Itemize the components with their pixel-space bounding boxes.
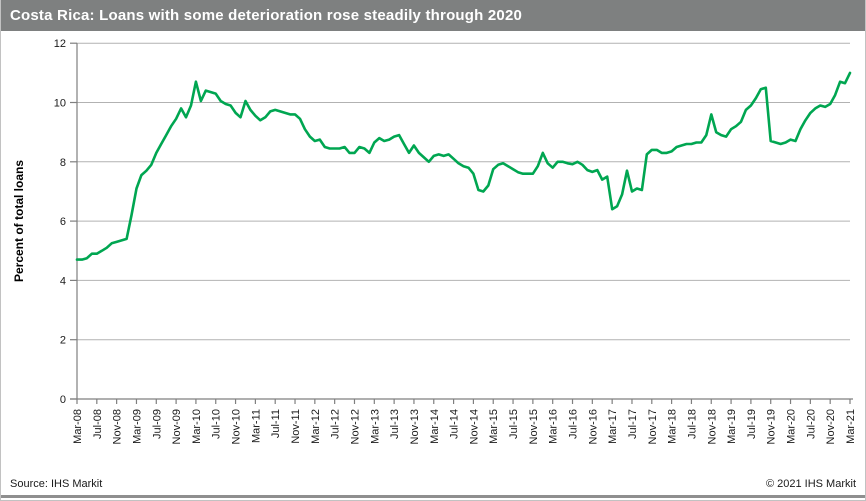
x-tick-label: Jul-15 <box>508 409 520 439</box>
chart-footer: Source: IHS Markit © 2021 IHS Markit <box>1 475 865 493</box>
x-tick-label: Nov-16 <box>587 409 599 444</box>
x-tick-label: Nov-08 <box>112 409 124 444</box>
x-tick-label: Mar-09 <box>131 409 143 444</box>
x-tick-label: Mar-12 <box>310 409 322 444</box>
x-tick-label: Jul-14 <box>449 409 461 439</box>
x-tick-label: Nov-19 <box>766 409 778 444</box>
x-tick-label: Nov-13 <box>409 409 421 444</box>
y-tick-label: 6 <box>60 216 66 228</box>
x-tick-label: Jul-20 <box>805 409 817 439</box>
y-axis-title: Percent of total loans <box>12 160 26 282</box>
x-tick-label: Jul-12 <box>330 409 342 439</box>
x-tick-label: Mar-20 <box>786 409 798 444</box>
x-tick-label: Mar-11 <box>250 409 262 443</box>
y-tick-label: 0 <box>60 394 66 406</box>
x-tick-label: Nov-12 <box>349 409 361 444</box>
x-tick-label: Mar-21 <box>845 409 857 444</box>
x-tick-label: Mar-16 <box>548 409 560 444</box>
x-tick-label: Mar-18 <box>667 409 679 444</box>
copyright-note: © 2021 IHS Markit <box>765 478 856 490</box>
x-tick-label: Jul-10 <box>211 409 223 439</box>
x-tick-label: Mar-19 <box>726 409 738 444</box>
source-note: Source: IHS Markit <box>10 478 103 490</box>
x-tick-label: Jul-08 <box>92 409 104 439</box>
x-tick-label: Jul-09 <box>151 409 163 439</box>
chart-title-bar: Costa Rica: Loans with some deterioratio… <box>1 0 865 31</box>
x-tick-label: Jul-17 <box>627 409 639 439</box>
x-tick-label: Mar-15 <box>488 409 500 444</box>
x-tick-label: Mar-17 <box>607 409 619 444</box>
x-tick-label: Nov-20 <box>825 409 837 444</box>
x-tick-label: Nov-14 <box>468 409 480 444</box>
x-tick-label: Jul-19 <box>746 409 758 439</box>
x-tick-label: Mar-10 <box>191 409 203 444</box>
x-tick-label: Jul-16 <box>568 409 580 439</box>
x-tick-label: Jul-18 <box>686 409 698 439</box>
y-tick-label: 2 <box>60 335 66 347</box>
y-tick-label: 12 <box>54 38 66 50</box>
x-tick-label: Mar-08 <box>72 409 84 444</box>
chart-title: Costa Rica: Loans with some deterioratio… <box>10 7 523 24</box>
x-tick-label: Jul-13 <box>389 409 401 439</box>
line-chart: Percent of total loans 0 2 4 6 8 10 12 Mar-08 Ju… <box>12 38 857 444</box>
y-tick-label: 10 <box>54 98 66 110</box>
data-line-loans-deterioration <box>75 71 852 261</box>
bottom-accent-bar <box>1 495 865 498</box>
x-tick-label: Nov-18 <box>706 409 718 444</box>
y-tick-label: 8 <box>60 157 66 169</box>
x-tick-label: Mar-13 <box>369 409 381 444</box>
x-tick-label: Mar-14 <box>429 409 441 444</box>
x-tick-label: Nov-11 <box>290 409 302 444</box>
x-tick-label: Nov-17 <box>647 409 659 444</box>
x-tick-label: Nov-15 <box>528 409 540 444</box>
x-tick-label: Nov-10 <box>231 409 243 444</box>
x-tick-label: Nov-09 <box>171 409 183 444</box>
y-tick-label: 4 <box>60 275 66 287</box>
x-tick-label: Jul-11 <box>270 409 282 438</box>
